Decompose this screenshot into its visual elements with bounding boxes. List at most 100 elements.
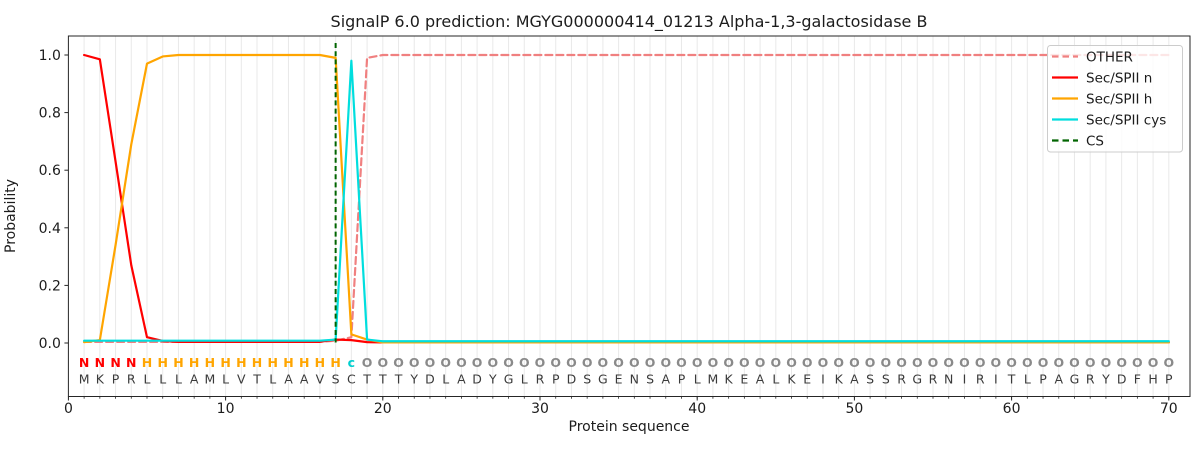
residue-letter: L bbox=[159, 372, 166, 387]
region-label: O bbox=[833, 355, 844, 370]
residue-letter: A bbox=[284, 372, 293, 387]
region-label: O bbox=[991, 355, 1002, 370]
region-label: O bbox=[472, 355, 483, 370]
region-label: O bbox=[503, 355, 514, 370]
y-tick-label: 0.2 bbox=[39, 278, 61, 294]
plot-area: 0.0 0.2 0.4 0.6 0.8 1.0 0 10 20 30 40 50 60 70 bbox=[39, 35, 1191, 417]
residue-letter: G bbox=[504, 372, 514, 387]
residue-letter: S bbox=[866, 372, 874, 387]
region-label: N bbox=[110, 355, 120, 370]
region-label: O bbox=[1132, 355, 1143, 370]
region-label: O bbox=[645, 355, 656, 370]
region-label: O bbox=[440, 355, 451, 370]
legend-item-sec-spii-cys: Sec/SPII cys bbox=[1052, 112, 1166, 128]
residue-letter: K bbox=[96, 372, 105, 387]
residue-letter: M bbox=[708, 372, 719, 387]
residue-letter: C bbox=[347, 372, 356, 387]
residue-letter: D bbox=[567, 372, 577, 387]
residue-letter: G bbox=[1070, 372, 1080, 387]
residue-letter: A bbox=[190, 372, 199, 387]
residue-letter: R bbox=[897, 372, 906, 387]
residue-letter: I bbox=[963, 372, 967, 387]
region-label: c bbox=[348, 355, 355, 370]
residue-letter: T bbox=[252, 372, 261, 387]
residue-letter: K bbox=[787, 372, 796, 387]
residue-letter: H bbox=[1148, 372, 1157, 387]
y-axis-label: Probability bbox=[3, 179, 19, 253]
region-label: O bbox=[1038, 355, 1049, 370]
y-tick-label: 0.8 bbox=[39, 106, 61, 122]
residue-letter: I bbox=[994, 372, 998, 387]
region-label: O bbox=[1085, 355, 1096, 370]
residue-letter: T bbox=[378, 372, 387, 387]
region-label: O bbox=[1022, 355, 1033, 370]
x-tick-label: 20 bbox=[374, 401, 392, 417]
region-label: O bbox=[818, 355, 829, 370]
region-label: O bbox=[598, 355, 609, 370]
residue-letter: K bbox=[835, 372, 844, 387]
region-label: N bbox=[79, 355, 89, 370]
x-tick-label: 50 bbox=[845, 401, 863, 417]
residue-letter: R bbox=[929, 372, 938, 387]
region-label: H bbox=[315, 355, 325, 370]
residue-letter: N bbox=[630, 372, 639, 387]
residue-letter: S bbox=[882, 372, 890, 387]
residue-letter: S bbox=[583, 372, 591, 387]
x-tick-label: 40 bbox=[688, 401, 706, 417]
region-label: O bbox=[550, 355, 561, 370]
region-label: O bbox=[975, 355, 986, 370]
y-tick-label: 0.0 bbox=[39, 336, 61, 352]
region-label: O bbox=[739, 355, 750, 370]
region-label: O bbox=[582, 355, 593, 370]
region-label: O bbox=[959, 355, 970, 370]
residue-letter: G bbox=[598, 372, 608, 387]
y-tick-label: 0.4 bbox=[39, 221, 61, 237]
residue-letter: V bbox=[316, 372, 325, 387]
residue-letter: T bbox=[1007, 372, 1016, 387]
region-label: H bbox=[142, 355, 152, 370]
residue-letter: L bbox=[772, 372, 779, 387]
y-axis-ticks: 0.0 0.2 0.4 0.6 0.8 1.0 bbox=[39, 48, 69, 352]
residue-letter: R bbox=[1086, 372, 1095, 387]
region-label: H bbox=[330, 355, 340, 370]
region-label: N bbox=[126, 355, 136, 370]
residue-letter: T bbox=[362, 372, 371, 387]
series-line-sec-spii-cys bbox=[83, 59, 1170, 343]
region-label: O bbox=[676, 355, 687, 370]
legend-item-sec-spii-n: Sec/SPII n bbox=[1052, 70, 1152, 86]
region-label: O bbox=[1101, 355, 1112, 370]
x-tick-label: 0 bbox=[64, 401, 73, 417]
residue-letter: R bbox=[127, 372, 136, 387]
residue-letter: A bbox=[850, 372, 859, 387]
region-label: N bbox=[95, 355, 105, 370]
legend-label: OTHER bbox=[1086, 49, 1133, 65]
gridlines bbox=[83, 36, 1170, 397]
residue-letter: Y bbox=[1101, 372, 1110, 387]
x-tick-label: 60 bbox=[1003, 401, 1021, 417]
region-label: O bbox=[377, 355, 388, 370]
region-label: O bbox=[519, 355, 530, 370]
region-label: H bbox=[189, 355, 199, 370]
region-label: O bbox=[723, 355, 734, 370]
residue-letter: R bbox=[536, 372, 545, 387]
region-label: O bbox=[770, 355, 781, 370]
residue-letter: L bbox=[175, 372, 182, 387]
residue-letter: P bbox=[112, 372, 120, 387]
legend: OTHER Sec/SPII n Sec/SPII h Sec/SPII cys CS bbox=[1047, 45, 1183, 153]
region-label: O bbox=[456, 355, 467, 370]
residue-letter: E bbox=[615, 372, 623, 387]
residue-letter: D bbox=[425, 372, 435, 387]
residue-letter: L bbox=[521, 372, 528, 387]
region-label: H bbox=[157, 355, 167, 370]
region-label: O bbox=[535, 355, 546, 370]
region-label: O bbox=[928, 355, 939, 370]
residue-letter: N bbox=[944, 372, 953, 387]
series-line-sec-spii-h bbox=[83, 53, 1170, 344]
residue-letter: A bbox=[1054, 372, 1063, 387]
x-tick-label: 70 bbox=[1160, 401, 1178, 417]
residue-letter: I bbox=[821, 372, 825, 387]
residue-letter: M bbox=[79, 372, 90, 387]
region-label: H bbox=[173, 355, 183, 370]
residue-letter: P bbox=[552, 372, 560, 387]
